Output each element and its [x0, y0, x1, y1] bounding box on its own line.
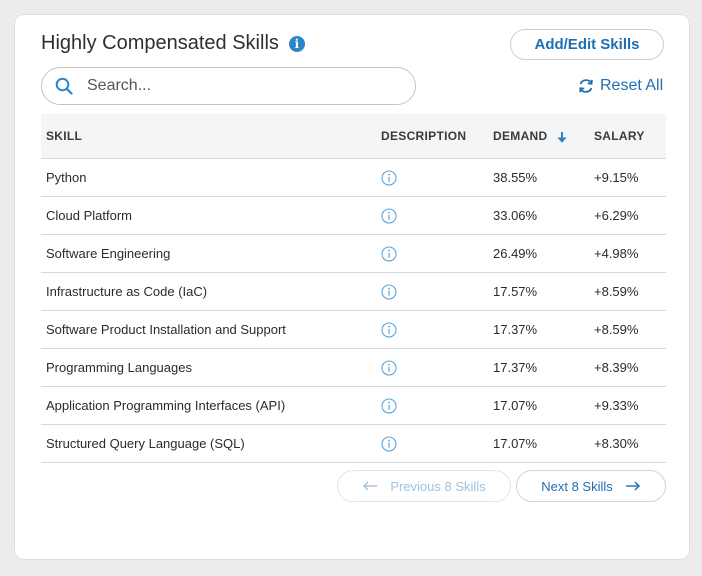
previous-skills-label: Previous 8 Skills	[390, 478, 486, 494]
demand-value: 38.55%	[493, 158, 594, 197]
description-cell	[381, 310, 493, 349]
salary-value: +8.30%	[594, 424, 666, 463]
search-input[interactable]	[85, 76, 389, 96]
info-outline-icon[interactable]	[381, 360, 397, 376]
column-header-salary: SALARY	[594, 114, 666, 159]
arrow-left-icon	[363, 481, 378, 491]
skills-table: SKILL DESCRIPTION DEMAND SALARY Python 38…	[41, 114, 666, 463]
info-outline-icon[interactable]	[381, 170, 397, 186]
demand-value: 17.07%	[493, 424, 594, 463]
column-header-description: DESCRIPTION	[381, 114, 493, 159]
card-title-wrap: Highly Compensated Skills i	[41, 32, 305, 55]
info-outline-icon[interactable]	[381, 208, 397, 224]
salary-value: +8.59%	[594, 272, 666, 311]
skill-name: Structured Query Language (SQL)	[41, 424, 381, 463]
search-box[interactable]	[41, 67, 416, 105]
description-cell	[381, 158, 493, 197]
salary-value: +9.15%	[594, 158, 666, 197]
search-icon	[55, 77, 73, 95]
table-row: Cloud Platform 33.06% +6.29%	[41, 196, 666, 235]
demand-value: 17.37%	[493, 310, 594, 349]
skill-name: Application Programming Interfaces (API)	[41, 386, 381, 425]
reset-all-link[interactable]: Reset All	[577, 77, 663, 95]
description-cell	[381, 424, 493, 463]
column-header-demand[interactable]: DEMAND	[493, 114, 594, 159]
card-title: Highly Compensated Skills	[41, 32, 279, 54]
previous-skills-button[interactable]: Previous 8 Skills	[337, 470, 511, 502]
salary-value: +8.39%	[594, 348, 666, 387]
skill-name: Cloud Platform	[41, 196, 381, 235]
skills-card: Highly Compensated Skills i Add/Edit Ski…	[14, 14, 690, 560]
description-cell	[381, 348, 493, 387]
skill-name: Software Product Installation and Suppor…	[41, 310, 381, 349]
table-row: Infrastructure as Code (IaC) 17.57% +8.59%	[41, 272, 666, 311]
demand-value: 17.57%	[493, 272, 594, 311]
column-header-skill: SKILL	[41, 114, 381, 159]
reset-all-label: Reset All	[600, 77, 664, 94]
arrow-right-icon	[625, 481, 640, 491]
table-row: Programming Languages 17.37% +8.39%	[41, 348, 666, 387]
skill-name: Python	[41, 158, 381, 197]
arrow-down-icon[interactable]	[557, 131, 567, 143]
description-cell	[381, 234, 493, 273]
salary-value: +8.59%	[594, 310, 666, 349]
info-outline-icon[interactable]	[381, 436, 397, 452]
column-header-demand-label: DEMAND	[493, 129, 548, 143]
demand-value: 33.06%	[493, 196, 594, 235]
skill-name: Programming Languages	[41, 348, 381, 387]
refresh-icon	[579, 79, 593, 93]
salary-value: +6.29%	[594, 196, 666, 235]
info-outline-icon[interactable]	[381, 246, 397, 262]
skill-name: Infrastructure as Code (IaC)	[41, 272, 381, 311]
next-skills-label: Next 8 Skills	[541, 478, 613, 494]
table-row: Python 38.55% +9.15%	[41, 158, 666, 197]
salary-value: +9.33%	[594, 386, 666, 425]
info-outline-icon[interactable]	[381, 398, 397, 414]
skill-name: Software Engineering	[41, 234, 381, 273]
info-outline-icon[interactable]	[381, 284, 397, 300]
table-row: Application Programming Interfaces (API)…	[41, 386, 666, 425]
demand-value: 26.49%	[493, 234, 594, 273]
next-skills-button[interactable]: Next 8 Skills	[516, 470, 666, 502]
info-icon[interactable]: i	[288, 35, 305, 52]
table-row: Software Engineering 26.49% +4.98%	[41, 234, 666, 273]
add-edit-skills-button[interactable]: Add/Edit Skills	[510, 29, 664, 60]
description-cell	[381, 272, 493, 311]
demand-value: 17.07%	[493, 386, 594, 425]
table-header-row: SKILL DESCRIPTION DEMAND SALARY	[41, 114, 666, 159]
description-cell	[381, 196, 493, 235]
table-row: Software Product Installation and Suppor…	[41, 310, 666, 349]
info-outline-icon[interactable]	[381, 322, 397, 338]
salary-value: +4.98%	[594, 234, 666, 273]
description-cell	[381, 386, 493, 425]
table-row: Structured Query Language (SQL) 17.07% +8.…	[41, 424, 666, 463]
demand-value: 17.37%	[493, 348, 594, 387]
